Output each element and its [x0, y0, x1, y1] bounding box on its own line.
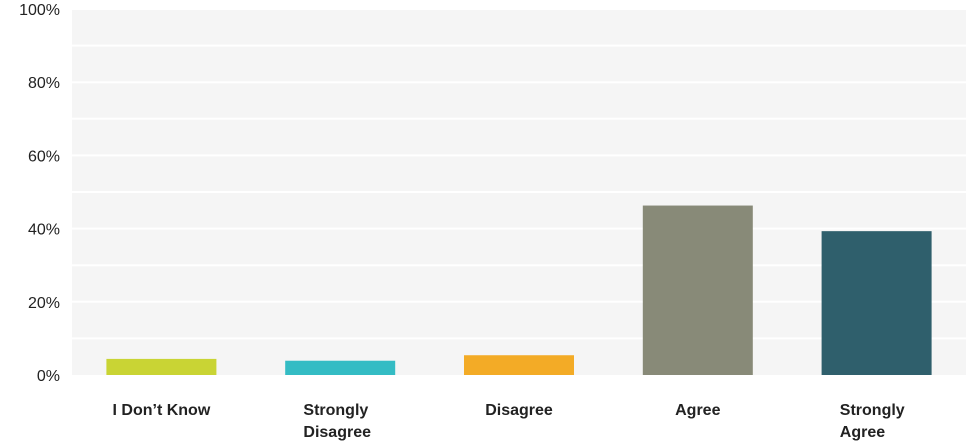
- x-tick-label: Strongly Agree: [840, 402, 905, 441]
- y-tick-label: 80%: [28, 75, 60, 92]
- gridlines: [72, 8, 966, 340]
- bar-1: [106, 358, 217, 375]
- bar-3: [464, 355, 574, 375]
- x-tick-label-line: Disagree: [485, 402, 553, 419]
- x-tick-label: I Don’t Know: [113, 402, 211, 419]
- x-tick-label-line: Agree: [840, 424, 885, 441]
- bar-4: [642, 205, 753, 375]
- y-tick-label: 0%: [37, 368, 60, 385]
- x-tick-label-line: Agree: [675, 402, 720, 419]
- x-tick-label: Agree: [675, 402, 720, 419]
- y-tick-label: 40%: [28, 222, 60, 239]
- bar-5: [821, 231, 932, 375]
- x-tick-label-line: Strongly: [303, 402, 368, 419]
- x-tick-label-line: Strongly: [840, 402, 905, 419]
- y-tick-label: 60%: [28, 148, 60, 165]
- x-tick-label: Strongly Disagree: [303, 402, 371, 441]
- x-tick-label-line: I Don’t Know: [113, 402, 211, 419]
- y-tick-label: 20%: [28, 295, 60, 312]
- bar-2: [285, 360, 396, 375]
- y-tick-label: 100%: [19, 2, 60, 19]
- x-tick-label-line: Disagree: [303, 424, 371, 441]
- x-tick-label: Disagree: [485, 402, 553, 419]
